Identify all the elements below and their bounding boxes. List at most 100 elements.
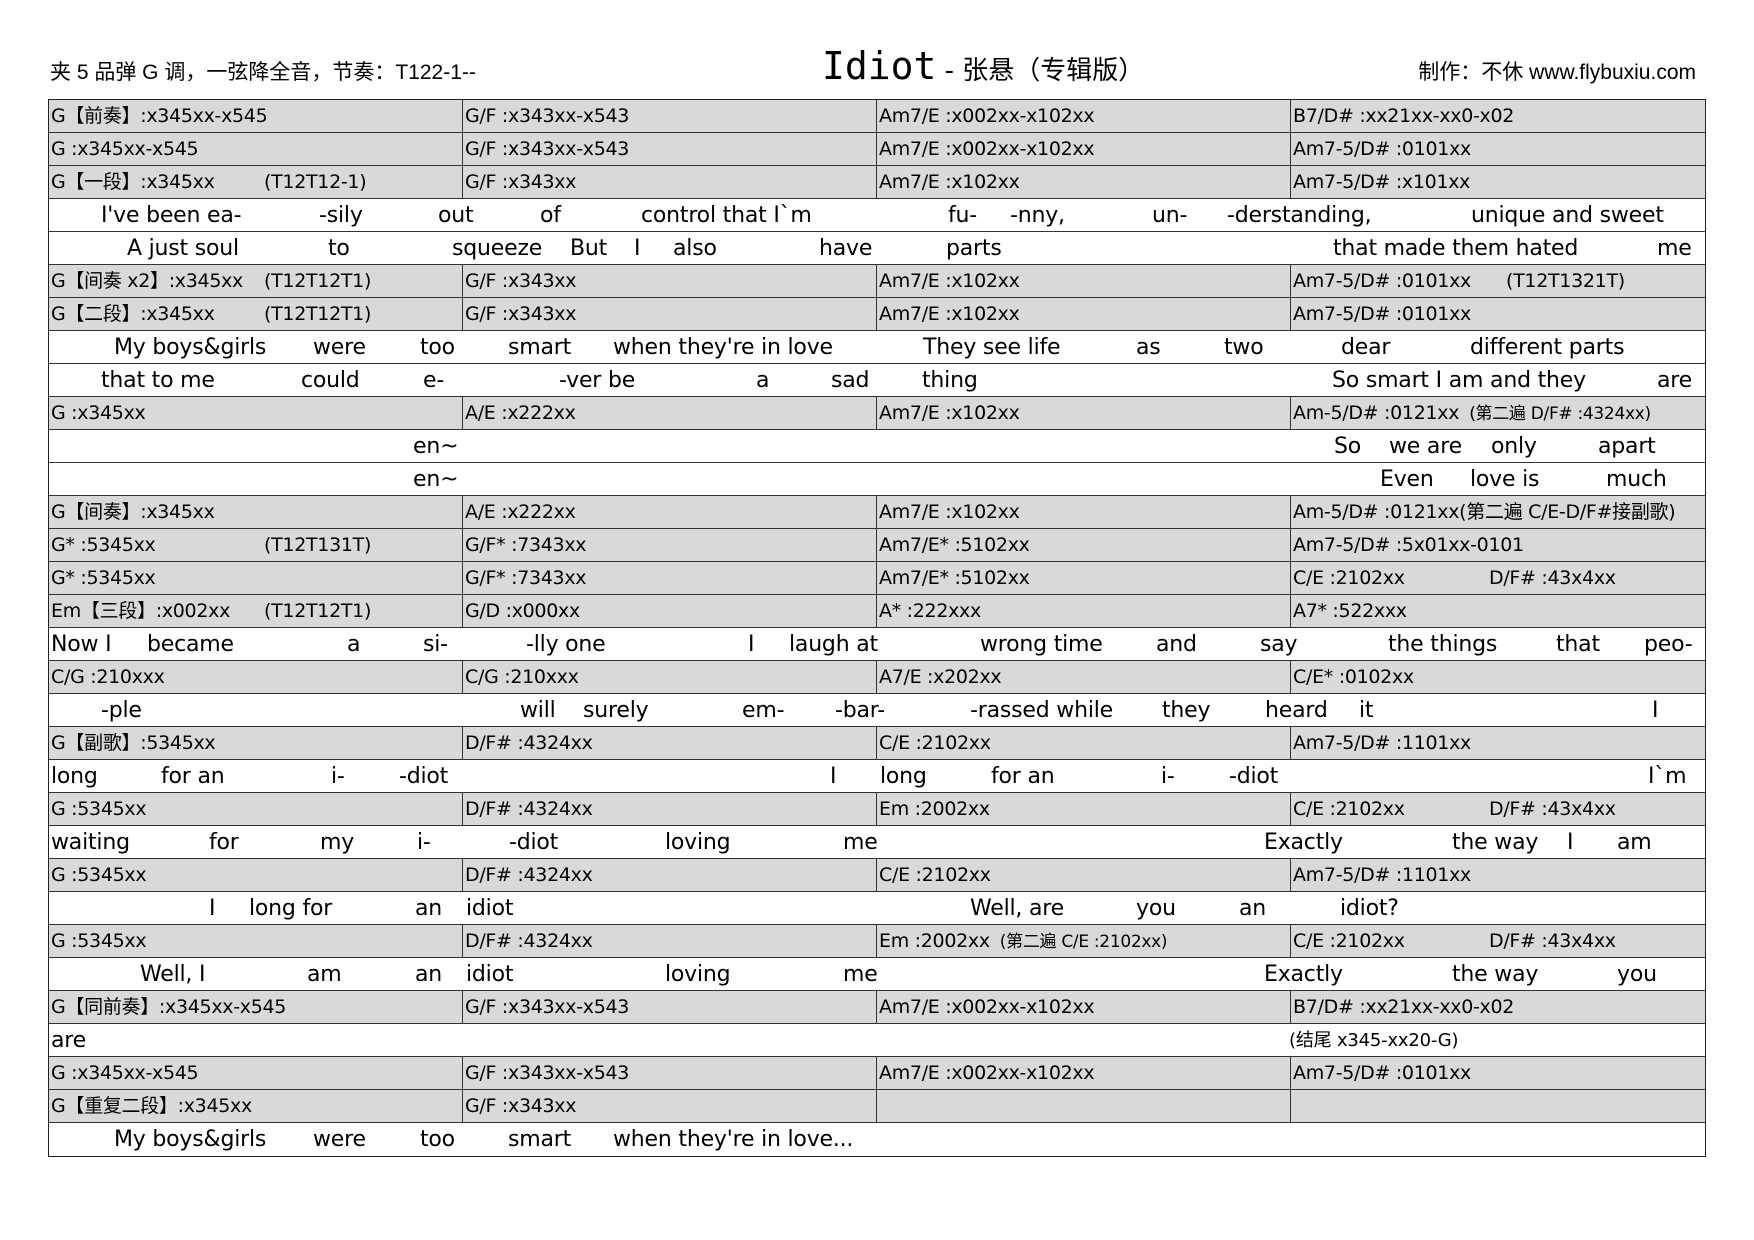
chord-fingering: G :x345xx [51, 402, 146, 424]
chord-fingering: G :5345xx [51, 798, 147, 820]
chord-fingering: Em :2002xx [879, 930, 990, 952]
chord-cell: Am7-5/D# :0101xx [1291, 133, 1705, 165]
chord-fingering: Am7/E :x102xx [879, 501, 1020, 523]
lyric-word: too [420, 335, 455, 360]
chord-cell: Em【三段】:x002xx (T12T12T1) [49, 595, 463, 627]
chord-fingering: Am7-5/D# :1101xx [1293, 864, 1471, 886]
arrangement-notes: 夹 5 品弹 G 调，一弦降全音，节奏：T122-1-- [50, 61, 476, 84]
chord-fingering: G【副歌】:5345xx [51, 732, 216, 754]
chord-cell: D/F# :4324xx [463, 859, 877, 891]
chord-fingering: B7/D# :xx21xx-xx0-x02 [1293, 996, 1515, 1018]
lyric-word: I [748, 632, 755, 657]
chord-cell: Am7/E :x002xx-x102xx [877, 133, 1291, 165]
chord-row: G【一段】:x345xx (T12T12-1) G/F :x343xx Am7/E :… [49, 166, 1705, 199]
lyric-word: -bar- [835, 698, 885, 723]
lyric-word: So smart I am and they [1332, 368, 1586, 393]
chord-fingering: G/F :x343xx-x543 [465, 996, 630, 1018]
chord-fingering: G/F :x343xx-x543 [465, 105, 630, 127]
rhythm-pattern: (T12T131T) [264, 534, 372, 556]
chord-cell: A7* :522xxx [1291, 595, 1705, 627]
chord-row: G【间奏 x2】:x345xx (T12T12T1) G/F :x343xx Am7/… [49, 265, 1705, 298]
lyric-word: waiting [51, 830, 130, 855]
chord-cell: G【间奏 x2】:x345xx (T12T12T1) [49, 265, 463, 297]
lyric-word: A just soul [127, 236, 239, 261]
lyric-row: waiting for my i- -diot loving me Exactly the wa… [49, 826, 1705, 859]
chord-cell: G【二段】:x345xx (T12T12T1) [49, 298, 463, 330]
lyric-word: as [1136, 335, 1161, 360]
chord-fingering: G :x345xx-x545 [51, 138, 199, 160]
lyric-word: loving [665, 830, 731, 855]
lyric-word: I've been ea- [101, 203, 242, 228]
chord-fingering: G【同前奏】:x345xx-x545 [51, 996, 287, 1018]
lyric-word: of [540, 203, 561, 228]
lyric-row: I've been ea- -sily out of control that I`m f… [49, 199, 1705, 232]
lyric-word: am [1617, 830, 1652, 855]
chord-fingering: G/F :x343xx [465, 270, 577, 292]
lyric-word: my [320, 830, 355, 855]
lyric-row: that to me could e- -ver be a sad thing So smar… [49, 364, 1705, 397]
chord-cell: D/F# :4324xx [463, 925, 877, 957]
lyric-word: two [1224, 335, 1264, 360]
chord-fingering: G【重复二段】:x345xx [51, 1095, 252, 1117]
lyric-word: when they're in love... [613, 1127, 854, 1152]
chord-cell: Am7-5/D# :1101xx [1291, 859, 1705, 891]
lyric-row: -ple will surely em- -bar- -rassed while they h… [49, 694, 1705, 727]
lyric-word: me [843, 830, 878, 855]
lyric-row: My boys&girls were too smart when they're in… [49, 331, 1705, 364]
chord-cell: C/E :2102xx D/F# :43x4xx [1291, 925, 1705, 957]
lyric-row: My boys&girls were too smart when they're in… [49, 1123, 1705, 1156]
chord-cell: G【间奏】:x345xx [49, 496, 463, 528]
chord-fingering: C/E :2102xx [879, 732, 991, 754]
lyric-word: -ple [101, 698, 142, 723]
chord-fingering: D/F# :43x4xx [1489, 567, 1616, 589]
lyric-word: si- [423, 632, 448, 657]
chord-cell: D/F# :4324xx [463, 727, 877, 759]
lyric-word: I`m [1648, 764, 1687, 789]
lyric-word: -derstanding, [1227, 203, 1372, 228]
chord-fingering: Am7/E :x002xx-x102xx [879, 138, 1095, 160]
lyric-word: we are [1389, 434, 1462, 459]
chord-cell: G/F :x343xx-x543 [463, 991, 877, 1023]
chord-fingering: D/F# :4324xx [465, 930, 593, 952]
lyric-word: control that I`m [641, 203, 812, 228]
lyric-word: to [328, 236, 350, 261]
chord-cell: Am7/E :x002xx-x102xx [877, 1057, 1291, 1089]
chord-fingering: D/F# :4324xx [465, 732, 593, 754]
chord-cell: A/E :x222xx [463, 496, 877, 528]
lyric-word: -rassed while [970, 698, 1113, 723]
chord-row: G【间奏】:x345xx A/E :x222xx Am7/E :x102xx Am-5… [49, 496, 1705, 529]
chord-cell: G【重复二段】:x345xx [49, 1090, 463, 1122]
rhythm-pattern: (T12T12T1) [264, 270, 372, 292]
chord-cell: G/F :x343xx-x543 [463, 100, 877, 132]
chord-cell [1291, 1090, 1705, 1122]
lyric-row: are (结尾 x345-xx20-G) [49, 1024, 1705, 1057]
chord-fingering: G/F :x343xx [465, 1095, 577, 1117]
lyric-word: a [347, 632, 361, 657]
lyric-word: they [1162, 698, 1211, 723]
chord-fingering: Am7/E :x002xx-x102xx [879, 1062, 1095, 1084]
lyric-word: for an [161, 764, 225, 789]
lyric-word: (结尾 x345-xx20-G) [1289, 1030, 1459, 1051]
lyric-word: surely [583, 698, 649, 723]
chord-cell: B7/D# :xx21xx-xx0-x02 [1291, 991, 1705, 1023]
lyric-word: the way [1452, 962, 1539, 987]
lyric-word: a [756, 368, 770, 393]
lyric-word: heard [1265, 698, 1328, 723]
chord-fingering: G* :5345xx [51, 534, 156, 556]
rhythm-pattern: (T12T12T1) [264, 303, 372, 325]
chord-cell: G【同前奏】:x345xx-x545 [49, 991, 463, 1023]
chord-fingering: D/F# :43x4xx [1489, 930, 1616, 952]
song-title-main: Idiot [822, 44, 937, 88]
chord-row: Em【三段】:x002xx (T12T12T1) G/D :x000xx A* :22… [49, 595, 1705, 628]
chord-fingering: A7* :522xxx [1293, 600, 1407, 622]
chord-cell: G/F :x343xx [463, 1090, 877, 1122]
chord-cell: G/F :x343xx [463, 298, 877, 330]
chord-cell: C/E* :0102xx [1291, 661, 1705, 693]
lyric-word: love is [1470, 467, 1540, 492]
chord-fingering: G/F :x343xx-x543 [465, 138, 630, 160]
chord-fingering: G【二段】:x345xx [51, 303, 215, 325]
lyric-word: parts [946, 236, 1002, 261]
chord-row: G【二段】:x345xx (T12T12T1) G/F :x343xx Am7/E :… [49, 298, 1705, 331]
chord-fingering: G :x345xx-x545 [51, 1062, 199, 1084]
